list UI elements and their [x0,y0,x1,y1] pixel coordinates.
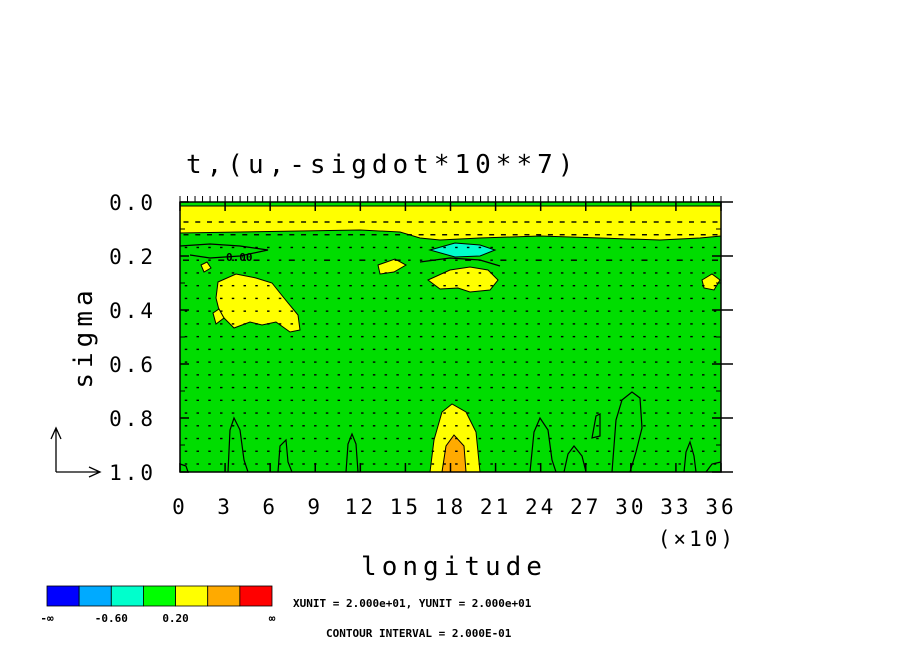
reference-vector [50,426,102,478]
colorbar-label: -∞ [40,612,54,625]
unit-note: XUNIT = 2.000e+01, YUNIT = 2.000e+01 [293,597,532,610]
contour-interval-note: CONTOUR INTERVAL = 2.000E-01 [326,627,512,640]
cool-anomaly [428,242,497,258]
x-tick-label: 3 [217,495,233,519]
y-tick-label: 0.2 [109,245,156,269]
y-tick-label: 1.0 [109,461,156,485]
colorbar-swatch [239,585,273,607]
x-tick-label: 27 [570,495,601,519]
x-tick-label: 6 [262,495,278,519]
plot-field: 0.00 [179,202,722,473]
contour-line [529,416,557,473]
colorbar-label: 0.20 [162,612,189,625]
x-tick-label: 15 [390,495,421,519]
x-scale-note: (×10) [658,527,736,551]
warm-patch [200,261,212,273]
colorbar-swatch [78,585,112,607]
y-tick-label: 0.6 [109,353,156,377]
colorbar-swatch [175,585,209,607]
contour-line [345,432,359,473]
contour-line [683,440,697,473]
contour-line [705,461,722,473]
contour-line [179,463,189,473]
contour-line [611,391,643,473]
contour-line [591,413,601,439]
colorbar-label: ∞ [269,612,276,625]
colorbar-swatch [110,585,144,607]
x-tick-label: 12 [345,495,376,519]
warm-patch [377,258,408,275]
x-tick-label: 30 [615,495,646,519]
warm-patch [212,308,225,325]
colorbar-label: -0.60 [95,612,128,625]
y-axis-label: sigma [69,285,99,388]
x-tick-label: 36 [705,495,736,519]
x-tick-label: 0 [172,495,188,519]
y-axis: 0.0 0.2 0.4 0.6 0.8 1.0 [109,191,733,485]
wind-vectors [183,221,718,465]
x-tick-label: 21 [480,495,511,519]
upper-warm-band [179,205,722,241]
contour-line [277,438,293,473]
warm-patch [215,273,301,333]
x-axis: 0 3 6 9 12 15 18 21 24 27 30 33 36 [172,196,736,519]
y-tick-label: 0.4 [109,299,156,323]
contour-label: 0.00 [226,251,253,264]
y-tick-label: 0.8 [109,407,156,431]
colorbar-swatch [46,585,80,607]
colorbar-swatch [143,585,176,607]
contour-line [227,416,249,473]
y-tick-label: 0.0 [109,191,156,215]
colorbar: -∞ -0.60 0.20 ∞ [40,585,276,625]
contour-line [563,445,587,473]
x-tick-label: 24 [525,495,556,519]
x-tick-label: 9 [307,495,323,519]
x-tick-label: 18 [435,495,466,519]
x-tick-label: 33 [660,495,691,519]
x-axis-label: longitude [361,552,547,582]
contour-line [179,243,269,259]
chart-title: t,(u,-sigdot*10**7) [186,150,578,180]
colorbar-swatch [207,585,241,607]
